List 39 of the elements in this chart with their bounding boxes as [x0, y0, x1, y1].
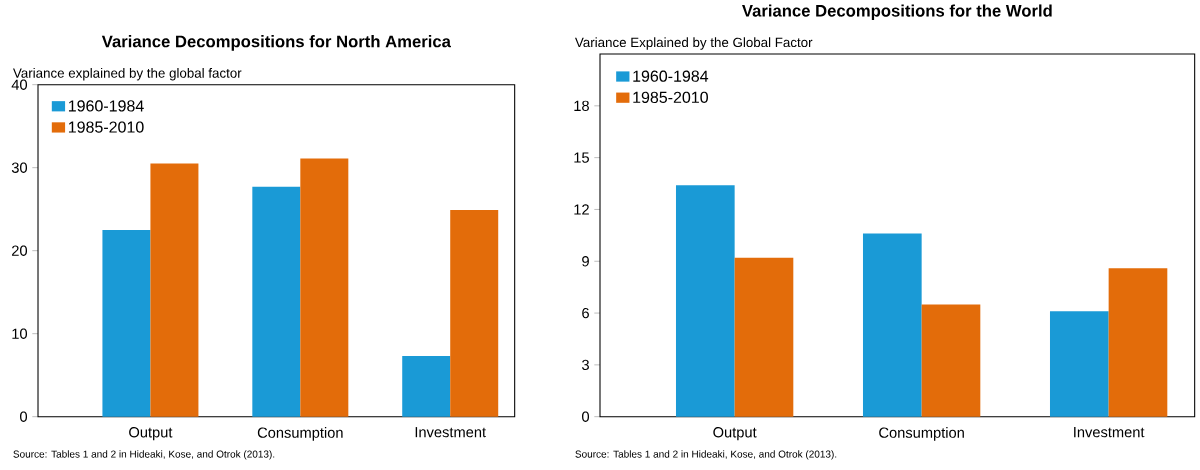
bar	[252, 186, 301, 417]
bar	[862, 233, 922, 417]
legend-label: 1960-1984	[68, 100, 144, 112]
bar	[300, 158, 349, 417]
x-tick-label: Output	[129, 427, 173, 441]
x-tick-label: Consumption	[879, 427, 964, 441]
source-note: Source: Tables 1 and 2 in Hideaki, Kose, and Otrok (2013).	[575, 450, 837, 460]
source-note: Source: Tables 1 and 2 in Hideaki, Kose, and Otrok (2013).	[13, 450, 275, 460]
y-tick-label: 18	[574, 100, 589, 112]
bar	[675, 185, 735, 417]
y-tick-label: 9	[582, 256, 589, 267]
bar	[734, 257, 794, 417]
bar	[402, 356, 451, 417]
y-tick-label: 12	[574, 204, 589, 215]
x-tick-label: Consumption	[257, 427, 343, 441]
chart-title: Variance Decompositions for the World	[742, 4, 1052, 20]
x-tick-label: Investment	[415, 427, 486, 438]
y-tick-label: 0	[582, 411, 590, 422]
bar	[1108, 268, 1168, 417]
bar	[150, 163, 199, 417]
bar	[450, 210, 499, 417]
y-axis-title: Variance Explained by the Global Factor	[575, 37, 813, 50]
legend-label: 1960-1984	[633, 70, 709, 82]
y-tick-label: 30	[11, 162, 28, 173]
x-tick-label: Investment	[1074, 427, 1145, 438]
bar	[102, 229, 151, 417]
legend-label: 1985-2010	[68, 121, 144, 133]
legend-label: 1985-2010	[633, 91, 708, 103]
y-tick-label: 10	[12, 328, 28, 339]
y-tick-label: 20	[12, 245, 28, 256]
chart-title: Variance Decompositions for North America	[101, 35, 451, 51]
y-tick-label: 40	[11, 79, 28, 90]
x-tick-label: Output	[713, 427, 757, 441]
y-tick-label: 3	[582, 359, 589, 371]
y-tick-label: 0	[20, 411, 28, 422]
bar	[921, 304, 981, 417]
y-tick-label: 15	[574, 152, 589, 163]
y-tick-label: 6	[582, 307, 589, 319]
bar	[1049, 311, 1109, 417]
